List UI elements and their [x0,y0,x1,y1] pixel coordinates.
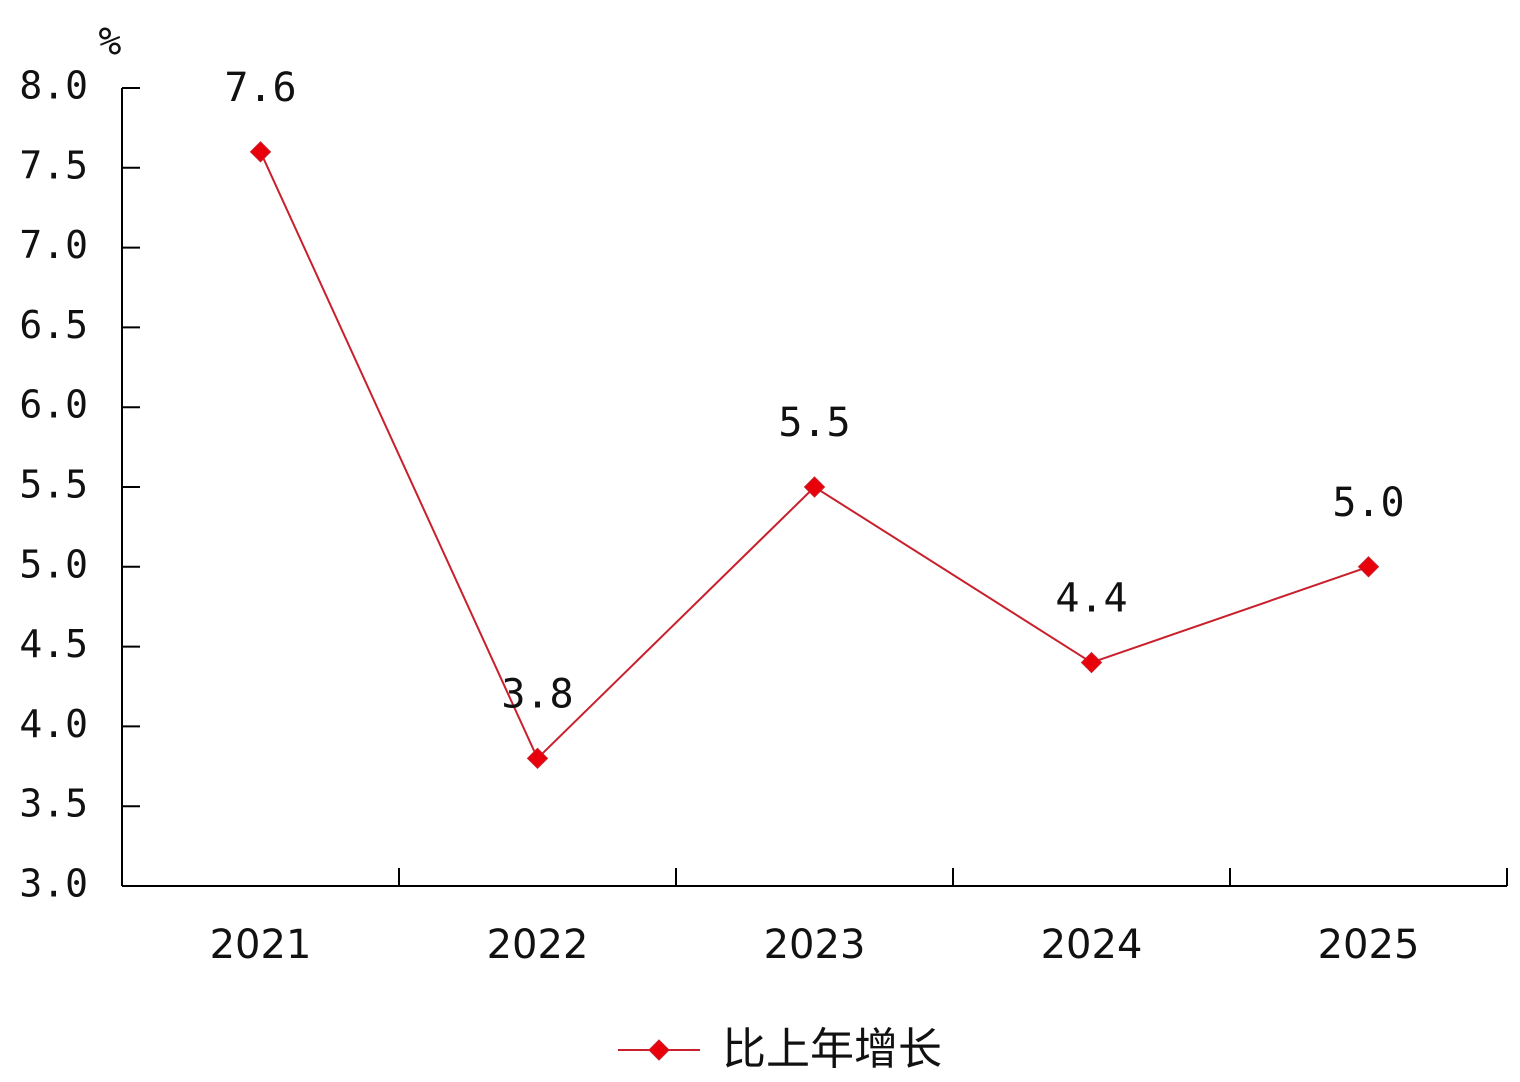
data-point [526,747,549,770]
data-label: 3.8 [501,671,573,717]
y-tick-label: 5.5 [19,463,88,507]
data-point [1357,556,1380,578]
legend-marker [648,1039,670,1061]
data-line [259,151,1369,761]
data-label: 5.5 [778,400,850,446]
x-tick-label: 2025 [1318,922,1420,968]
y-tick-label: 3.5 [19,782,88,826]
y-tick-label: 4.0 [19,702,88,746]
data-label: 4.4 [1055,576,1127,622]
y-tick-label: 3.0 [19,862,88,906]
data-point [249,141,272,163]
data-label: 7.6 [224,65,296,111]
y-tick-label: 4.5 [19,622,88,666]
x-tick-label: 2022 [487,922,589,968]
data-point [1080,651,1103,674]
x-tick-label: 2021 [210,922,312,968]
y-tick-label: 6.0 [19,383,88,427]
y-tick-label: 7.5 [19,143,88,187]
y-tick-label: 7.0 [19,223,88,267]
y-tick-label: 8.0 [19,64,88,108]
y-tick-label: 5.0 [19,542,88,586]
x-tick-label: 2023 [764,922,866,968]
x-tick-label: 2024 [1041,922,1143,968]
y-unit: % [99,20,122,64]
data-label: 5.0 [1332,480,1404,526]
legend-label: 比上年增长 [722,1024,942,1075]
data-point [803,476,826,498]
y-tick-label: 6.5 [19,303,88,347]
